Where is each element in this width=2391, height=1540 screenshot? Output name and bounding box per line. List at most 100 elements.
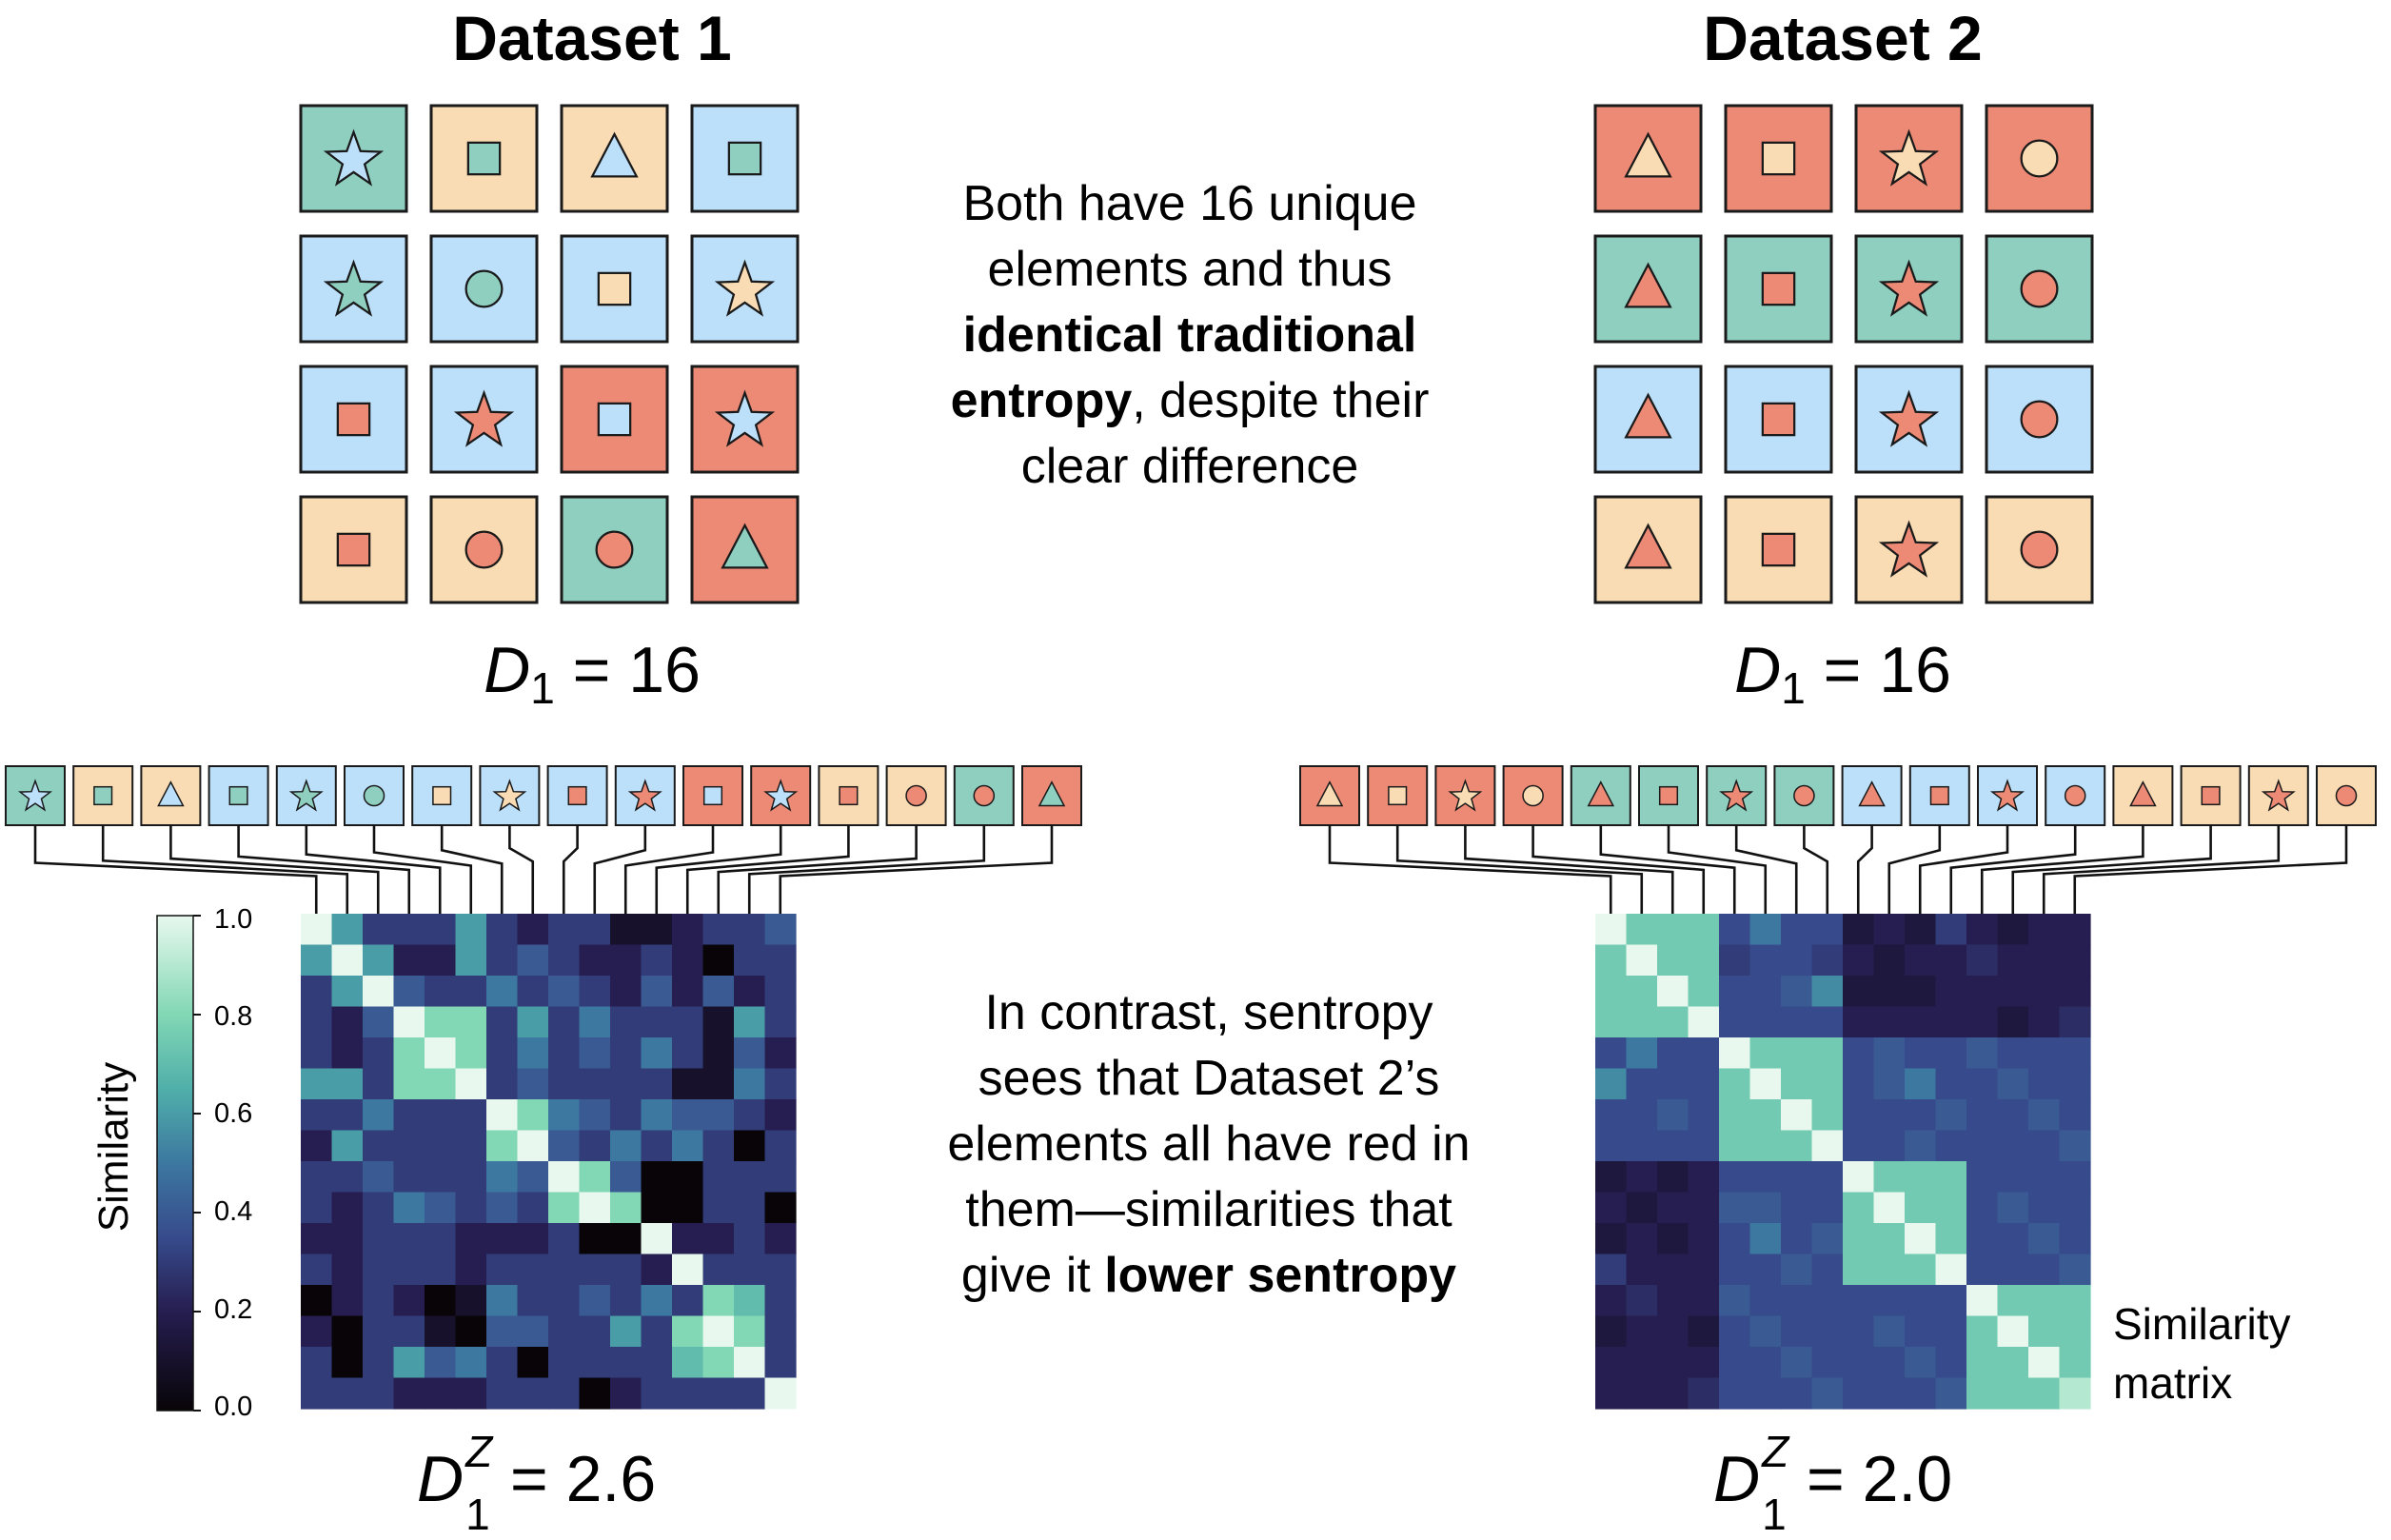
matrix-cell: [363, 1315, 395, 1348]
square-icon: [2201, 785, 2221, 806]
matrix-cell: [610, 976, 642, 1008]
matrix-cell: [301, 1006, 333, 1038]
matrix-cell: [1997, 1192, 2029, 1224]
matrix-cell: [1811, 944, 1844, 977]
matrix-cell: [2028, 1161, 2061, 1194]
matrix-cell: [1657, 914, 1690, 946]
matrix-cell: [455, 1377, 487, 1410]
similarity-matrix: [301, 914, 797, 1410]
matrix-cell: [1781, 976, 1813, 1008]
matrix-cell: [579, 976, 611, 1008]
triangle-icon: [721, 523, 769, 569]
matrix-cell: [1595, 914, 1628, 946]
matrix-cell: [301, 1099, 333, 1132]
matrix-cell: [455, 1285, 487, 1317]
matrix-cell: [1688, 1037, 1720, 1070]
matrix-cell: [1905, 1254, 1937, 1286]
matrix-cell: [486, 1099, 519, 1132]
matrix-cell: [393, 1254, 425, 1286]
matrix-cell: [425, 1192, 457, 1224]
matrix-cell: [1657, 1192, 1690, 1224]
star-icon: [492, 779, 527, 812]
matrix-cell: [363, 1068, 395, 1100]
matrix-cell: [331, 1192, 364, 1224]
matrix-cell: [1595, 944, 1628, 977]
matrix-cell: [455, 1161, 487, 1194]
matrix-cell: [1843, 1037, 1875, 1070]
matrix-cell: [702, 976, 735, 1008]
connector-line: [1803, 825, 1829, 914]
grid-tile: [1854, 234, 1964, 344]
matrix-cell: [2028, 1347, 2061, 1379]
matrix-cell: [1966, 1192, 1999, 1224]
caption-bottom: In contrast, sentropy sees that Dataset …: [947, 985, 1471, 1303]
matrix-cell: [641, 1223, 673, 1255]
circle-icon: [1522, 784, 1544, 807]
matrix-cell: [1781, 914, 1813, 946]
grid-tile: [1985, 234, 2094, 344]
matrix-cell: [672, 1315, 704, 1348]
matrix-cell: [517, 1006, 549, 1038]
square-icon: [228, 785, 248, 806]
matrix-cell: [734, 1223, 766, 1255]
matrix-cell: [1873, 914, 1906, 946]
matrix-cell: [1935, 1006, 1967, 1038]
matrix-cell: [548, 1285, 581, 1317]
connector-line: [508, 825, 535, 914]
matrix-cell: [1966, 1285, 1999, 1317]
triangle-icon: [1037, 780, 1066, 807]
matrix-cell: [301, 1285, 333, 1317]
matrix-cell: [393, 976, 425, 1008]
matrix-cell: [425, 1285, 457, 1317]
matrix-cell: [1688, 1161, 1720, 1194]
connector-line: [685, 825, 850, 914]
matrix-cell: [425, 1161, 457, 1194]
square-icon: [1761, 532, 1796, 567]
matrix-cell: [734, 1068, 766, 1100]
matrix-cell: [1626, 1223, 1658, 1255]
matrix-cell: [1688, 1068, 1720, 1100]
grid-tile: [1593, 104, 1703, 213]
matrix-cell: [1688, 1377, 1720, 1410]
matrix-cell: [393, 914, 425, 946]
matrix-cell: [702, 1192, 735, 1224]
matrix-cell: [363, 1037, 395, 1070]
circle-icon: [905, 784, 927, 807]
colorbar-tick: 0.8: [214, 1001, 253, 1032]
matrix-cell: [734, 1377, 766, 1410]
matrix-cell: [486, 1347, 519, 1379]
matrix-cell: [672, 976, 704, 1008]
matrix-cell: [363, 976, 395, 1008]
matrix-cell: [425, 914, 457, 946]
matrix-cell: [1781, 1068, 1813, 1100]
matrix-cell: [641, 1068, 673, 1100]
strip-tile: [275, 765, 337, 826]
matrix-cell: [455, 1254, 487, 1286]
star-icon: [1448, 779, 1483, 812]
matrix-cell: [2028, 1037, 2061, 1070]
matrix-cell: [1905, 1068, 1937, 1100]
matrix-cell: [548, 976, 581, 1008]
matrix-cell: [734, 1254, 766, 1286]
matrix-cell: [1811, 1130, 1844, 1162]
matrix-cell: [1843, 1192, 1875, 1224]
matrix-cell: [641, 1315, 673, 1348]
matrix-cell: [1749, 1099, 1782, 1132]
matrix-cell: [702, 1223, 735, 1255]
matrix-cell: [301, 1347, 333, 1379]
matrix-cell: [2059, 1347, 2091, 1379]
matrix-cell: [1749, 1130, 1782, 1162]
matrix-cell: [363, 1099, 395, 1132]
matrix-cell: [672, 1285, 704, 1317]
matrix-cell: [1905, 976, 1937, 1008]
matrix-cell: [1688, 914, 1720, 946]
matrix-cell: [393, 1099, 425, 1132]
matrix-cell: [672, 1377, 704, 1410]
matrix-cell: [1905, 1161, 1937, 1194]
square-icon: [702, 785, 723, 806]
matrix-cell: [2059, 944, 2091, 977]
matrix-cell: [1688, 1254, 1720, 1286]
matrix-cell: [1997, 1130, 2029, 1162]
matrix-cell: [425, 1099, 457, 1132]
matrix-cell: [734, 944, 766, 977]
